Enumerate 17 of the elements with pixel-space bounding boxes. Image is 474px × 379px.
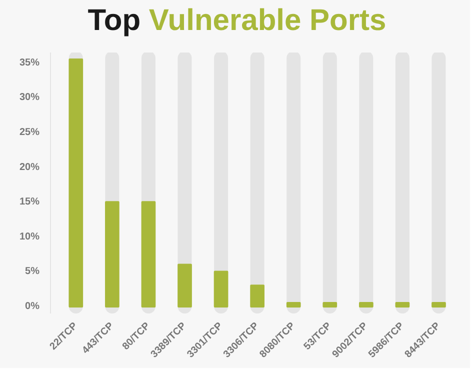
chart-title: Top Vulnerable Ports — [88, 4, 386, 37]
bar — [322, 302, 338, 308]
y-tick-label: 15% — [19, 196, 40, 208]
y-tick-label: 20% — [19, 162, 40, 173]
bar — [432, 302, 446, 308]
bar — [178, 264, 192, 308]
y-tick-label: 5% — [25, 266, 40, 278]
y-tick-label: 0% — [25, 301, 40, 312]
y-tick-label: 35% — [19, 57, 40, 68]
y-tick-label: 30% — [19, 92, 40, 104]
bar — [358, 302, 374, 308]
bar — [214, 270, 228, 308]
y-tick-label: 25% — [19, 127, 40, 138]
bar — [395, 302, 410, 308]
bar — [250, 284, 264, 308]
y-tick-label: 10% — [19, 231, 40, 242]
bar — [286, 302, 301, 308]
